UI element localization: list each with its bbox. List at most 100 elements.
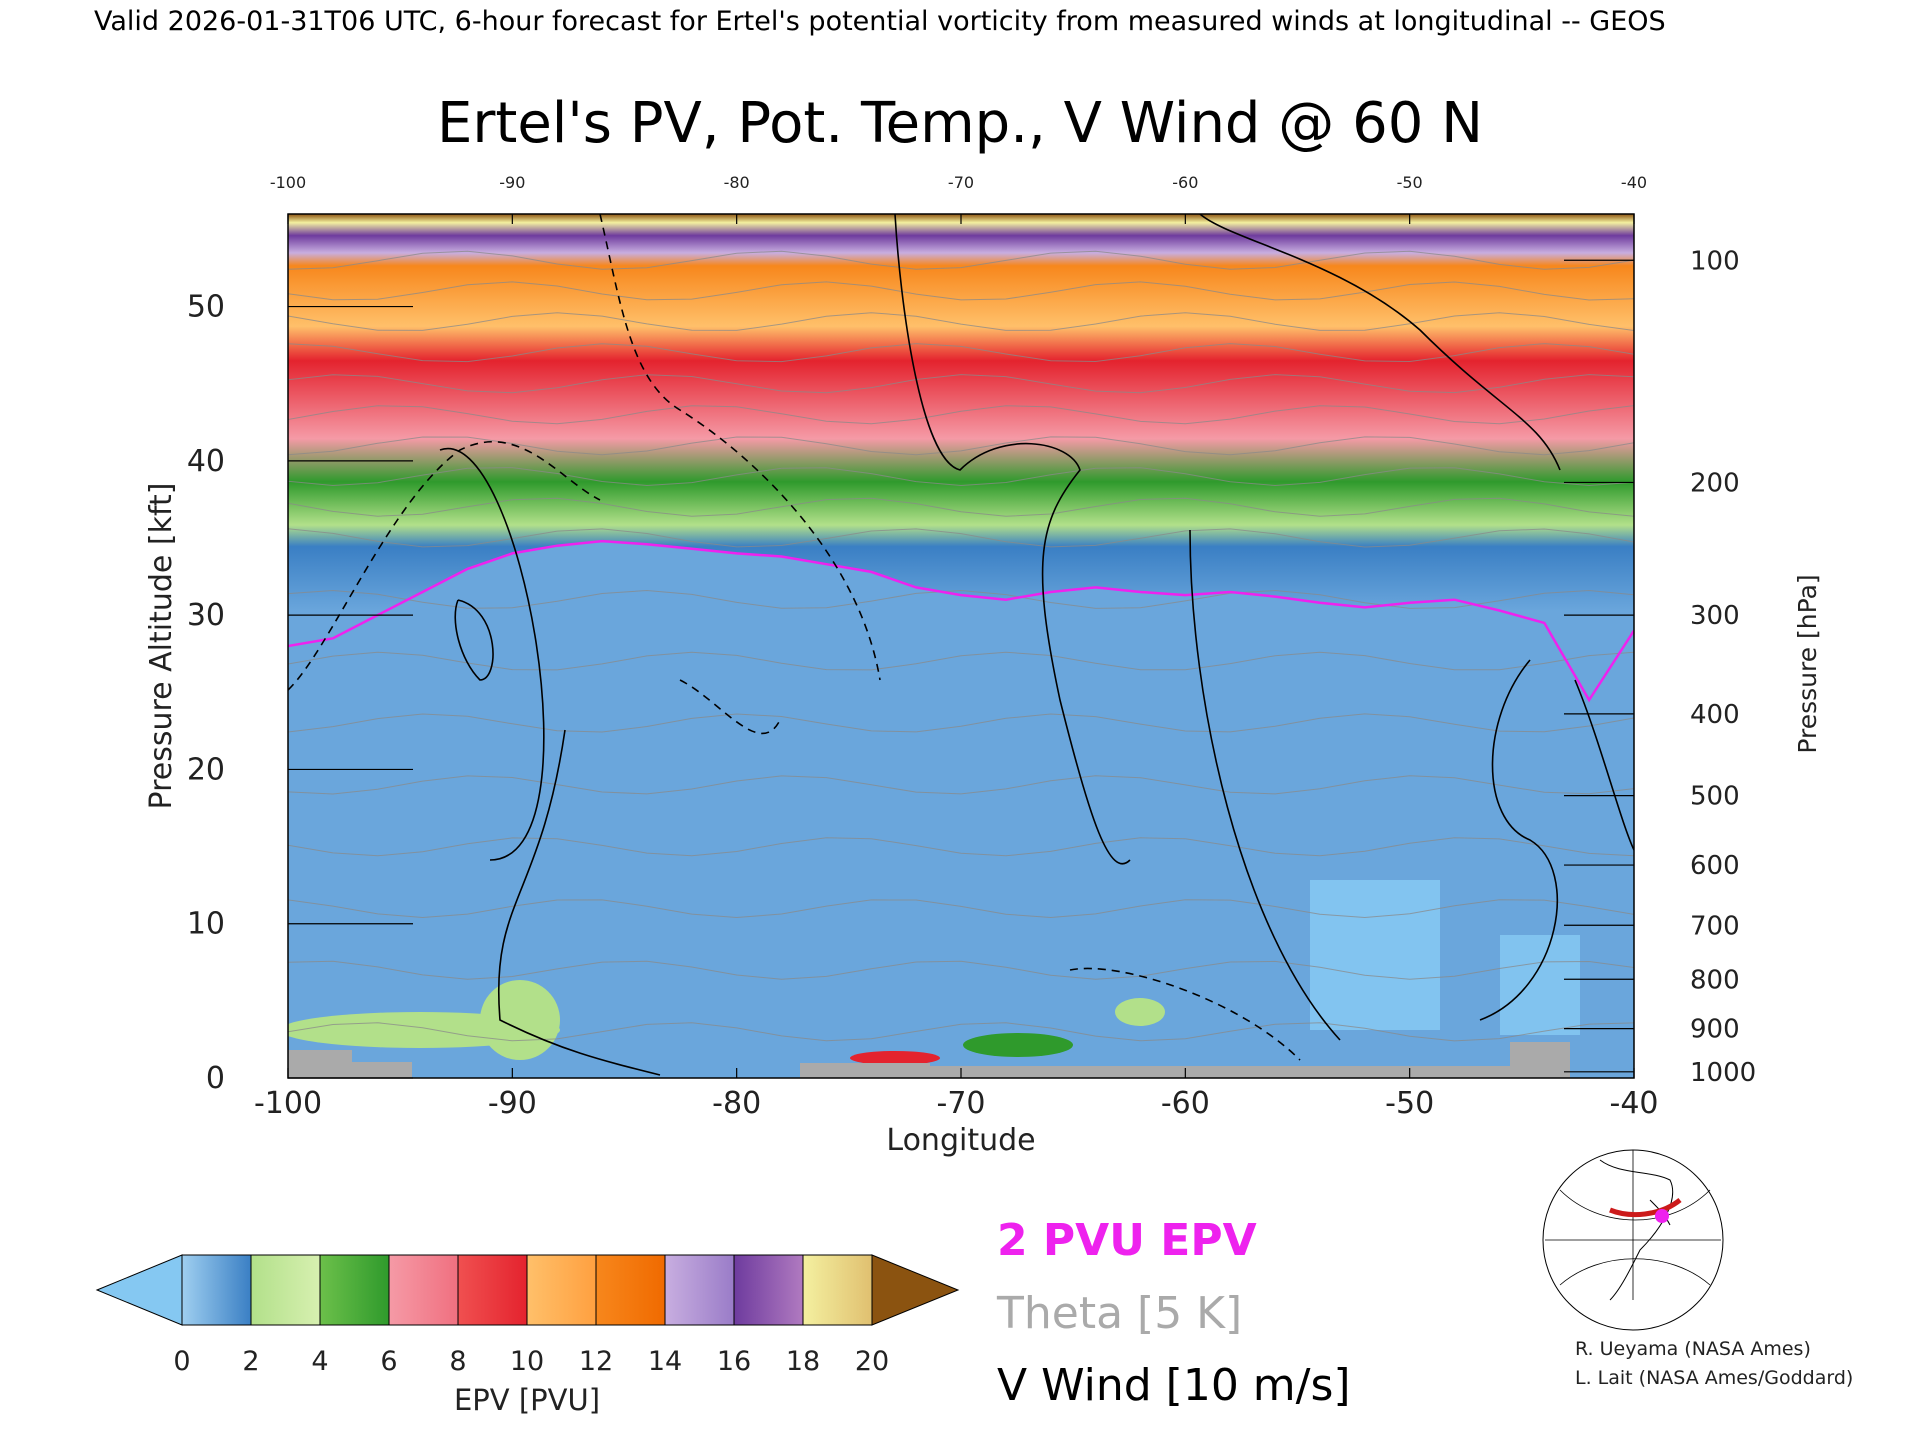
- theta-contours: [288, 250, 1634, 1042]
- tropopause-fill-troposphere: [288, 541, 1634, 1078]
- y-tick-label: 10: [187, 907, 225, 942]
- colorbar-tick-label: 16: [717, 1346, 751, 1377]
- colorbar-tick-label: 18: [786, 1346, 820, 1377]
- colorbar-tick-label: 12: [579, 1346, 613, 1377]
- axes: -100 -100 -90 -90 -80 -80 -70 -70 -60 -60 -50 -50 -4…: [187, 173, 1756, 1121]
- terrain: [288, 1042, 1570, 1078]
- terrain-block: [1510, 1042, 1570, 1078]
- vwind-contour: [454, 599, 494, 681]
- y-tick-label: 0: [206, 1061, 225, 1096]
- header-text: Valid 2026-01-31T06 UTC, 6-hour forecast…: [94, 6, 1666, 37]
- plot-area: [288, 214, 1634, 1078]
- colorbar-ticks: 0 2 4 6 8 10 12 14 16 18 20: [173, 1255, 889, 1377]
- theta-contour: [288, 589, 1634, 609]
- pressure-tick-label: 500: [1690, 782, 1740, 812]
- x-tick-label-top: -60: [1172, 173, 1198, 192]
- terrain-block: [288, 1050, 352, 1078]
- terrain-block: [352, 1062, 412, 1078]
- credit-2: L. Lait (NASA Ames/Goddard): [1575, 1367, 1853, 1389]
- legend: 2 PVU EPV Theta [5 K] V Wind [10 m/s]: [996, 1215, 1351, 1411]
- colorbar-under-arrow: [95, 1254, 183, 1326]
- y-tick-label: 30: [187, 598, 225, 633]
- vwind-contours: [288, 214, 1634, 1076]
- x-tick-label: -60: [1161, 1086, 1210, 1121]
- pressure-tick-label: 400: [1690, 700, 1740, 730]
- tropopause-2pvu-line: [288, 539, 1634, 703]
- light-blue-patch: [1500, 935, 1580, 1035]
- x-axis-label: Longitude: [886, 1123, 1035, 1158]
- vwind-contour: [1574, 679, 1634, 851]
- x-tick-label-top: -70: [948, 173, 974, 192]
- pressure-tick-label: 900: [1690, 1015, 1740, 1045]
- colorbar-tick-label: 14: [648, 1346, 682, 1377]
- vwind-contour: [1199, 214, 1561, 471]
- colorbar-label: EPV [PVU]: [454, 1383, 600, 1417]
- theta-contour: [288, 467, 1634, 487]
- vwind-contour: [1069, 967, 1301, 1061]
- map-cross-section-line: [1609, 1197, 1682, 1218]
- vwind-contour: [599, 214, 881, 681]
- theta-contour: [288, 405, 1634, 425]
- theta-contour: [288, 651, 1634, 671]
- x-tick-label: -100: [254, 1086, 322, 1121]
- x-tick-label-top: -100: [270, 173, 306, 192]
- colorbar-tick-label: 4: [311, 1346, 328, 1377]
- x-tick-label: -80: [712, 1086, 761, 1121]
- theta-contour: [288, 775, 1634, 795]
- vwind-contour: [1189, 529, 1341, 1041]
- chart-title: Ertel's PV, Pot. Temp., V Wind @ 60 N: [437, 91, 1483, 156]
- x-tick-label-top: -90: [499, 173, 525, 192]
- legend-2pvu: 2 PVU EPV: [997, 1215, 1257, 1266]
- map-location-dot: [1655, 1209, 1669, 1223]
- y-tick-label: 40: [187, 444, 225, 479]
- vwind-contour: [894, 214, 1131, 865]
- red-patch: [850, 1051, 940, 1065]
- vwind-contour: [679, 679, 781, 735]
- locator-map: [1536, 1149, 1730, 1331]
- colorbar-tick-label: 20: [855, 1346, 889, 1377]
- theta-contour: [288, 250, 1634, 270]
- legend-theta: Theta [5 K]: [996, 1288, 1242, 1339]
- terrain-block: [930, 1066, 1540, 1078]
- terrain-block: [800, 1063, 930, 1078]
- pressure-tick-label: 100: [1690, 246, 1740, 276]
- y-axis-label: Pressure Altitude [kft]: [144, 483, 179, 810]
- theta-contour: [288, 837, 1634, 857]
- theta-contour: [288, 713, 1634, 733]
- x-tick-label: -70: [937, 1086, 986, 1121]
- theta-contour: [288, 899, 1634, 919]
- x-tick-label-top: -40: [1621, 173, 1647, 192]
- green-patch: [1115, 998, 1165, 1026]
- pressure-tick-label: 1000: [1690, 1058, 1756, 1088]
- pressure-tick-label: 800: [1690, 965, 1740, 995]
- legend-vwind: V Wind [10 m/s]: [997, 1360, 1351, 1411]
- x-tick-label: -40: [1610, 1086, 1659, 1121]
- colorbar: 0 2 4 6 8 10 12 14 16 18 20 EPV [PVU]: [95, 1254, 960, 1417]
- theta-contour: [288, 960, 1634, 980]
- theta-contour: [288, 497, 1634, 517]
- map-graticule: [1545, 1150, 1721, 1300]
- colorbar-tick-label: 0: [173, 1346, 190, 1377]
- theta-contour: [288, 374, 1634, 394]
- x-tick-label: -50: [1385, 1086, 1434, 1121]
- colorbar-over-arrow: [871, 1254, 960, 1326]
- y-tick-label: 20: [187, 752, 225, 787]
- theta-contour: [288, 312, 1634, 331]
- y-axis-label-right: Pressure [hPa]: [1793, 574, 1822, 753]
- colorbar-tick-label: 6: [380, 1346, 397, 1377]
- pressure-tick-label: 300: [1690, 601, 1740, 631]
- y-tick-label: 50: [187, 290, 225, 325]
- theta-contour: [288, 343, 1634, 363]
- x-tick-label-top: -80: [724, 173, 750, 192]
- pressure-tick-label: 600: [1690, 851, 1740, 881]
- vwind-contour: [439, 447, 545, 861]
- x-tick-label: -90: [488, 1086, 537, 1121]
- pressure-tick-label: 200: [1690, 468, 1740, 498]
- green-patch: [480, 980, 560, 1060]
- theta-contour: [288, 1022, 1634, 1042]
- light-blue-patch: [1310, 880, 1440, 1030]
- vwind-contour: [288, 441, 601, 691]
- vwind-contour: [1479, 659, 1559, 1021]
- x-tick-label-top: -50: [1397, 173, 1423, 192]
